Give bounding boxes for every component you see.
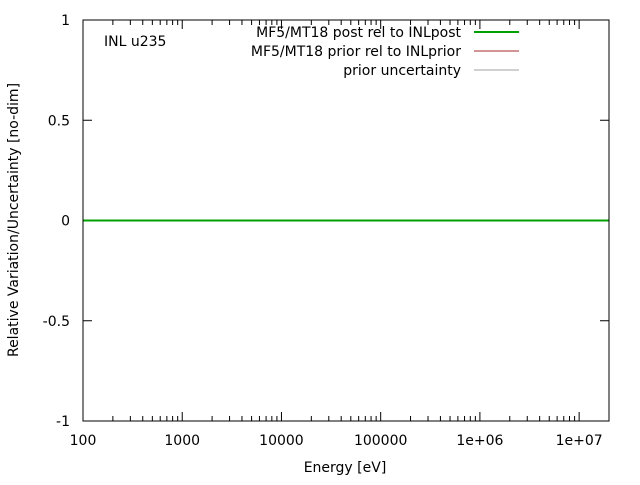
legend: MF5/MT18 post rel to INLpost MF5/MT18 pri… [251, 25, 519, 79]
x-tick-label: 1000 [164, 433, 200, 449]
chart-annotation: INL u235 [104, 34, 166, 50]
y-tick-label: 1 [61, 13, 70, 29]
y-tick-label: 0 [61, 214, 70, 230]
y-tick-label: -0.5 [43, 314, 70, 330]
legend-label-1: MF5/MT18 post rel to INLpost [256, 25, 461, 41]
y-tick-label: -1 [56, 414, 70, 430]
legend-label-2: MF5/MT18 prior rel to INLprior [251, 44, 461, 60]
x-tick-label: 100000 [354, 433, 407, 449]
tick-labels: 100 1000 10000 100000 1e+06 1e+07 1 0.5 0 -0.5 -1 [43, 13, 603, 449]
y-axis-label: Relative Variation/Uncertainty [no-dim] [6, 83, 22, 357]
x-tick-label: 100 [70, 433, 97, 449]
x-tick-label: 1e+06 [456, 433, 503, 449]
y-tick-label: 0.5 [48, 113, 70, 129]
legend-label-3: prior uncertainty [343, 63, 461, 79]
x-axis-label: Energy [eV] [304, 460, 387, 476]
x-tick-label: 1e+07 [556, 433, 603, 449]
plot-frame [82, 19, 610, 422]
tick-marks [82, 19, 609, 422]
x-tick-label: 10000 [259, 433, 304, 449]
